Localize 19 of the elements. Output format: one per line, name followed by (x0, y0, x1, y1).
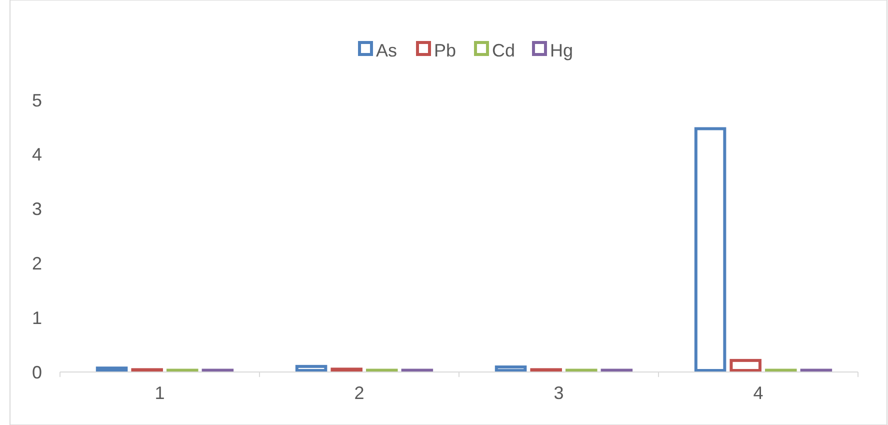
x-tick-label: 4 (753, 383, 764, 403)
y-tick-label: 3 (32, 199, 42, 220)
legend-label: Hg (550, 40, 574, 60)
bar (96, 366, 128, 372)
bar (494, 365, 527, 372)
y-tick-label: 4 (32, 144, 42, 165)
legend-label: Cd (492, 40, 516, 60)
y-tick-label: 1 (32, 308, 42, 328)
legend-label: As (376, 40, 398, 60)
y-tick-label: 0 (32, 362, 42, 382)
bar (295, 364, 328, 372)
x-tick-label: 1 (154, 383, 165, 403)
legend-label: Pb (434, 40, 456, 60)
bar (730, 358, 762, 372)
bar (694, 127, 726, 372)
x-tick-label: 2 (354, 383, 364, 403)
y-tick-label: 2 (32, 254, 42, 274)
y-tick-label: 5 (32, 90, 42, 110)
x-tick-label: 3 (554, 383, 564, 403)
